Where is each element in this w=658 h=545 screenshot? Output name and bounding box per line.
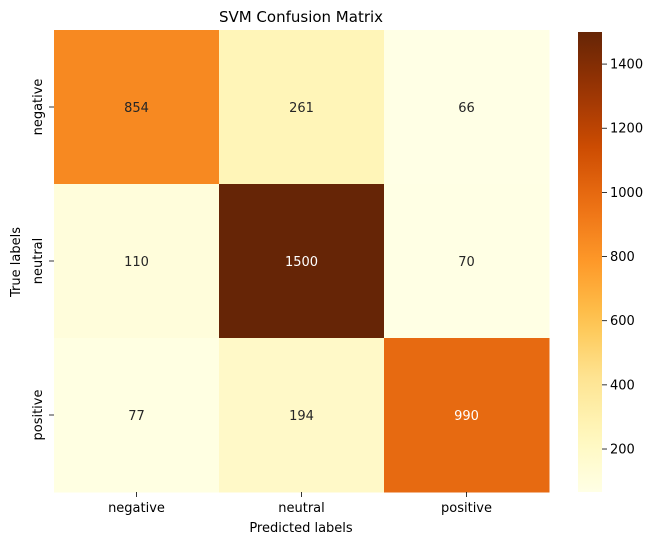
cell-value-labels: 854 261 66 110 1500 70 77 194 990 — [124, 101, 479, 424]
cell-value-label: 854 — [124, 101, 149, 116]
cell-value-label: 990 — [454, 409, 479, 424]
colorbar-tick-label: 1000 — [610, 186, 643, 201]
x-axis-label: Predicted labels — [249, 521, 353, 536]
x-tick-label: positive — [441, 501, 492, 516]
cell-value-label: 261 — [289, 101, 314, 116]
colorbar-tick-label: 600 — [610, 314, 635, 329]
colorbar-tick-label: 1200 — [610, 122, 643, 137]
heatmap-cell — [54, 338, 220, 493]
y-tick-label: positive — [31, 390, 46, 441]
y-axis-ticks: negative neutral positive — [31, 79, 54, 441]
cell-value-label: 110 — [124, 255, 149, 270]
cell-value-label: 1500 — [285, 255, 318, 270]
colorbar-tick-label: 1400 — [610, 58, 643, 73]
colorbar-tick-label: 800 — [610, 250, 635, 265]
heatmap-cell — [384, 30, 550, 185]
colorbar-tick-label: 400 — [610, 378, 635, 393]
heatmap-cell — [384, 338, 550, 493]
y-tick-label: neutral — [31, 238, 46, 285]
heatmap-cells — [54, 30, 550, 493]
y-tick-label: negative — [31, 79, 46, 136]
colorbar — [578, 32, 602, 492]
heatmap-cell — [219, 184, 385, 339]
cell-value-label: 77 — [128, 409, 145, 424]
x-tick-label: neutral — [278, 501, 325, 516]
heatmap-cell — [219, 338, 385, 493]
heatmap-cell — [54, 184, 220, 339]
colorbar-tick-label: 200 — [610, 443, 635, 458]
cell-value-label: 70 — [458, 255, 475, 270]
y-axis-label: True labels — [9, 227, 24, 298]
heatmap-cell — [219, 30, 385, 185]
chart-title: SVM Confusion Matrix — [219, 8, 383, 26]
x-axis-ticks: negative neutral positive — [108, 492, 492, 516]
heatmap-cell — [384, 184, 550, 339]
cell-value-label: 66 — [458, 101, 475, 116]
x-tick-label: negative — [108, 501, 165, 516]
colorbar-ticks: 200 400 600 800 1000 1200 1400 — [602, 58, 643, 458]
cell-value-label: 194 — [289, 409, 314, 424]
heatmap-cell — [54, 30, 220, 185]
